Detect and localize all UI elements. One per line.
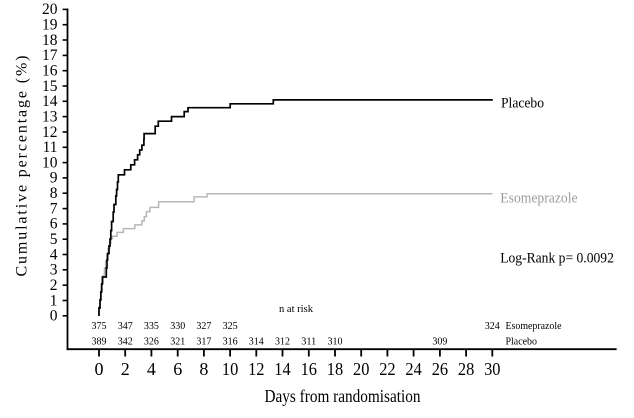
svg-text:389: 389 (92, 336, 107, 348)
svg-text:325: 325 (223, 320, 238, 332)
svg-text:Placebo: Placebo (506, 336, 538, 348)
svg-text:2: 2 (121, 359, 130, 379)
svg-text:316: 316 (223, 336, 238, 348)
svg-text:311: 311 (301, 336, 316, 348)
svg-text:342: 342 (118, 336, 133, 348)
svg-text:14: 14 (42, 93, 58, 110)
svg-text:309: 309 (432, 336, 447, 348)
svg-text:Cumulative percentage (%): Cumulative percentage (%) (14, 56, 31, 277)
svg-text:24: 24 (405, 359, 421, 379)
svg-text:19: 19 (42, 17, 58, 34)
svg-text:11: 11 (43, 139, 58, 156)
svg-text:9: 9 (50, 170, 58, 187)
svg-text:20: 20 (353, 359, 369, 379)
svg-text:330: 330 (170, 320, 185, 332)
svg-text:7: 7 (50, 200, 58, 217)
svg-text:8: 8 (50, 185, 58, 202)
svg-text:312: 312 (275, 336, 290, 348)
svg-text:4: 4 (50, 246, 58, 263)
svg-text:324: 324 (485, 320, 500, 332)
svg-text:6: 6 (50, 216, 58, 233)
svg-text:20: 20 (42, 1, 58, 18)
svg-text:314: 314 (249, 336, 264, 348)
svg-text:18: 18 (327, 359, 343, 379)
svg-text:317: 317 (196, 336, 211, 348)
svg-text:0: 0 (50, 308, 58, 325)
svg-text:1: 1 (50, 292, 58, 309)
svg-text:n at risk: n at risk (279, 304, 314, 315)
svg-text:321: 321 (170, 336, 185, 348)
svg-text:15: 15 (42, 78, 58, 95)
svg-text:12: 12 (248, 359, 264, 379)
svg-text:16: 16 (301, 359, 317, 379)
svg-text:18: 18 (42, 32, 58, 49)
svg-text:Placebo: Placebo (501, 95, 544, 111)
svg-text:30: 30 (484, 359, 500, 379)
svg-text:310: 310 (328, 336, 343, 348)
svg-text:375: 375 (92, 320, 107, 332)
svg-text:2: 2 (50, 277, 58, 294)
svg-text:3: 3 (50, 262, 58, 279)
svg-text:Days from randomisation: Days from randomisation (265, 386, 421, 406)
svg-text:4: 4 (147, 359, 156, 379)
svg-text:0: 0 (95, 359, 104, 379)
svg-text:Log-Rank p= 0.0092: Log-Rank p= 0.0092 (500, 250, 614, 266)
svg-text:347: 347 (118, 320, 133, 332)
svg-text:Esomeprazole: Esomeprazole (506, 320, 562, 332)
svg-text:22: 22 (379, 359, 395, 379)
svg-text:Esomeprazole: Esomeprazole (500, 190, 577, 206)
svg-text:28: 28 (458, 359, 474, 379)
svg-text:5: 5 (50, 231, 58, 248)
svg-text:17: 17 (42, 47, 58, 64)
svg-text:327: 327 (196, 320, 211, 332)
svg-text:10: 10 (42, 154, 58, 171)
svg-text:12: 12 (42, 124, 58, 141)
svg-text:8: 8 (199, 359, 208, 379)
svg-text:10: 10 (222, 359, 238, 379)
svg-text:6: 6 (173, 359, 182, 379)
svg-text:335: 335 (144, 320, 159, 332)
svg-text:13: 13 (42, 108, 58, 125)
svg-text:326: 326 (144, 336, 159, 348)
svg-text:16: 16 (42, 63, 58, 80)
svg-text:14: 14 (274, 359, 290, 379)
svg-text:26: 26 (432, 359, 448, 379)
